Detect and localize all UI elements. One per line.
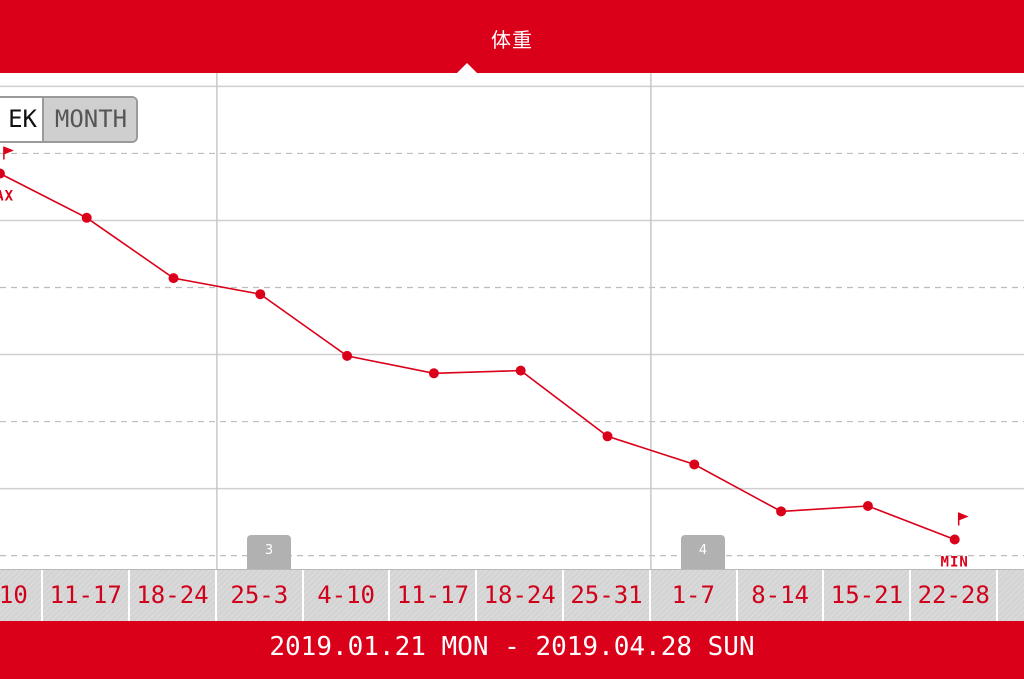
month-toggle-button[interactable]: MONTH: [42, 98, 136, 141]
date-range-label: 2019.01.21 MON - 2019.04.28 SUN: [269, 632, 755, 662]
x-tick-label[interactable]: 11-17: [43, 570, 131, 622]
x-tick-label[interactable]: 25-31: [564, 570, 651, 622]
data-point: [342, 350, 353, 361]
data-point: [602, 431, 613, 442]
data-point: [949, 534, 960, 545]
x-tick-label[interactable]: 18-24: [477, 570, 565, 622]
x-tick-label[interactable]: 4-10: [0, 570, 44, 622]
week-toggle-button[interactable]: EK: [0, 98, 42, 141]
series-line: [0, 172, 955, 541]
data-point: [81, 212, 92, 223]
title-pointer: [457, 63, 477, 73]
month-toggle-label: MONTH: [54, 105, 128, 133]
footer-bar: 2019.01.21 MON - 2019.04.28 SUN: [0, 621, 1024, 679]
x-tick-label[interactable]: 18-24: [130, 570, 217, 622]
header-bar: 体重: [0, 0, 1024, 73]
x-tick-label[interactable]: 15-21: [825, 570, 912, 622]
x-tick-label[interactable]: 4-10: [304, 570, 391, 622]
data-point: [776, 506, 787, 517]
data-point: [515, 365, 526, 376]
data-point: [168, 273, 179, 284]
data-point: [0, 168, 5, 179]
weight-line-chart: MAX MIN: [0, 73, 1024, 569]
data-point: [689, 459, 700, 470]
chart-marks: MAX MIN: [0, 146, 969, 569]
flag-icon: [3, 146, 14, 155]
x-tick-label[interactable]: 22-28: [911, 570, 999, 622]
page-title: 体重: [491, 28, 533, 52]
x-tick-label[interactable]: 1-7: [651, 570, 738, 622]
chart-grid: [0, 73, 1024, 569]
data-point: [862, 500, 873, 511]
period-toggle[interactable]: EK MONTH: [0, 96, 138, 143]
week-toggle-label: EK: [8, 105, 37, 133]
month-marker-march: 3: [247, 535, 291, 570]
data-point: [255, 289, 266, 300]
x-axis-week-bar[interactable]: 4-1011-1718-2425-34-1011-1718-2425-311-7…: [0, 569, 1024, 622]
min-label: MIN: [941, 555, 969, 569]
flag-icon: [958, 512, 969, 521]
x-tick-label[interactable]: 11-17: [391, 570, 478, 622]
max-label: MAX: [0, 189, 14, 205]
month-marker-april: 4: [681, 535, 725, 570]
x-tick-label[interactable]: 8-14: [738, 570, 825, 622]
data-point: [428, 368, 439, 379]
x-tick-label[interactable]: 25-3: [217, 570, 304, 622]
